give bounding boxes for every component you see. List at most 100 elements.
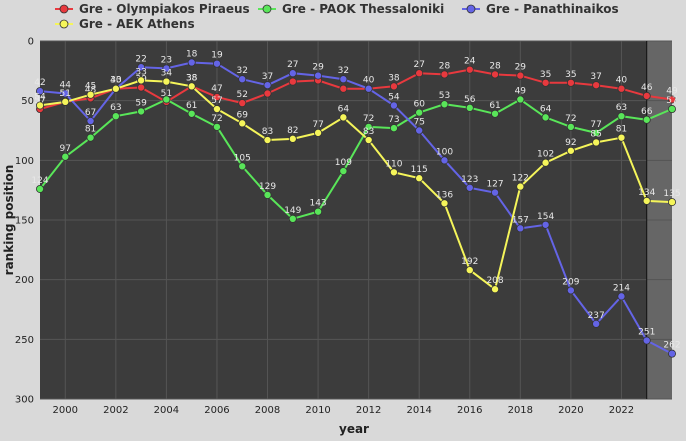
data-point [61, 89, 70, 98]
data-point [516, 224, 525, 233]
data-point [86, 90, 95, 99]
data-label: 64 [338, 104, 350, 114]
data-label: 208 [486, 276, 503, 286]
data-label: 143 [309, 199, 326, 209]
data-label: 214 [613, 283, 630, 293]
data-point [592, 319, 601, 328]
data-point [339, 167, 348, 176]
x-tick-label: 2016 [457, 405, 482, 416]
data-label: 37 [262, 72, 273, 82]
data-label: 52 [237, 90, 248, 100]
data-point [642, 336, 651, 345]
data-label: 33 [135, 67, 146, 77]
data-point [440, 199, 449, 208]
data-label: 37 [590, 72, 601, 82]
data-label: 77 [590, 120, 601, 130]
data-label: 63 [616, 103, 627, 113]
x-tick-label: 2012 [356, 405, 381, 416]
data-label: 53 [439, 91, 450, 101]
data-point [137, 63, 146, 72]
data-point [364, 136, 373, 145]
data-point [389, 168, 398, 177]
data-label: 54 [34, 92, 46, 102]
legend: Gre - Olympiakos Piraeus Gre - PAOK Thess… [55, 2, 619, 31]
data-point [389, 101, 398, 110]
data-point [238, 119, 247, 128]
data-point [566, 146, 575, 155]
legend-label: Gre - AEK Athens [79, 17, 195, 31]
data-label: 129 [259, 182, 276, 192]
data-label: 237 [588, 311, 605, 321]
data-label: 54 [388, 92, 400, 102]
legend-label: Gre - PAOK Thessaloniki [282, 2, 444, 16]
data-label: 92 [565, 138, 576, 148]
data-label: 18 [186, 49, 198, 59]
data-point [541, 78, 550, 87]
data-point [465, 183, 474, 192]
data-label: 134 [638, 188, 655, 198]
grid-lines [40, 40, 672, 400]
data-label: 157 [512, 215, 529, 225]
data-point [541, 220, 550, 229]
data-point [415, 69, 424, 78]
data-point [263, 89, 272, 98]
data-label: 72 [363, 114, 374, 124]
data-point [642, 196, 651, 205]
data-point [162, 95, 171, 104]
x-tick-label: 2004 [154, 405, 179, 416]
data-label: 44 [60, 81, 72, 91]
data-point [137, 76, 146, 85]
data-point [339, 113, 348, 122]
data-label: 29 [515, 63, 527, 73]
data-label: 51 [60, 89, 71, 99]
data-label: 209 [562, 277, 579, 287]
data-point [187, 82, 196, 91]
data-point [364, 84, 373, 93]
data-point [314, 207, 323, 216]
data-label: 251 [638, 328, 655, 338]
data-label: 56 [464, 95, 476, 105]
series-line [39, 68, 673, 110]
data-label: 40 [110, 76, 122, 86]
data-point [238, 75, 247, 84]
data-point [566, 78, 575, 87]
data-label: 75 [413, 118, 424, 128]
data-label: 24 [464, 57, 476, 67]
x-tick-label: 2008 [255, 405, 280, 416]
data-label: 45 [85, 82, 96, 92]
legend-marker [59, 19, 69, 29]
data-label: 32 [237, 66, 248, 76]
series-line [39, 79, 673, 291]
y-tick-label: 100 [15, 156, 34, 167]
data-label: 51 [161, 89, 172, 99]
data-point [617, 112, 626, 121]
legend-item-2: Gre - Panathinaikos [462, 2, 619, 16]
data-label: 83 [262, 127, 273, 137]
data-label: 127 [486, 180, 503, 190]
data-point [617, 133, 626, 142]
data-label: 38 [186, 73, 198, 83]
data-label: 122 [512, 174, 529, 184]
data-label: 59 [135, 98, 147, 108]
data-point [465, 65, 474, 74]
data-label: 48 [85, 85, 97, 95]
data-point [516, 95, 525, 104]
series-0: 5751484039513847524038272824282935353740… [34, 57, 678, 114]
data-label: 72 [211, 114, 222, 124]
data-point [541, 158, 550, 167]
data-point [516, 182, 525, 191]
data-label: 23 [161, 55, 172, 65]
data-label: 69 [237, 110, 249, 120]
legend-item-0: Gre - Olympiakos Piraeus [55, 2, 250, 16]
data-label: 83 [363, 127, 374, 137]
data-label: 47 [211, 84, 222, 94]
data-point [491, 285, 500, 294]
data-point [288, 69, 297, 78]
data-label: 46 [641, 83, 653, 93]
data-label: 100 [436, 147, 453, 157]
data-label: 82 [287, 126, 298, 136]
x-tick-label: 2022 [609, 405, 634, 416]
data-label: 124 [31, 176, 48, 186]
data-label: 38 [388, 73, 400, 83]
data-label: 60 [413, 100, 425, 110]
